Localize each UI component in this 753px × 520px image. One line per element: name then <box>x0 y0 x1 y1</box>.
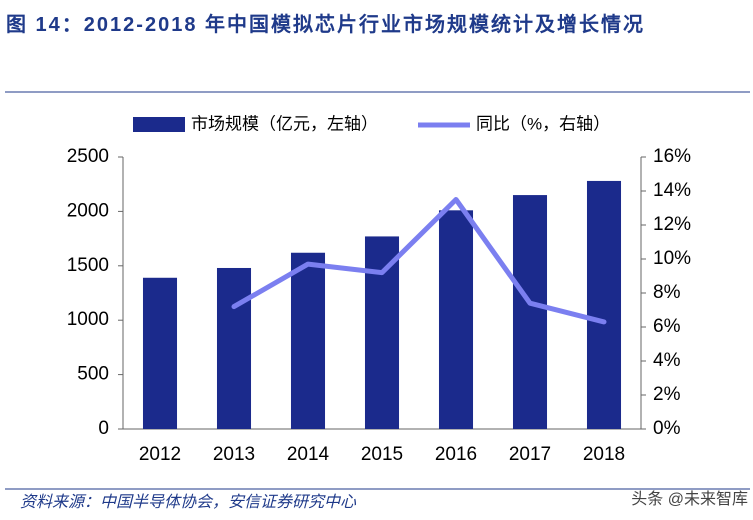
bar <box>142 277 178 429</box>
chart-title: 图 14：2012-2018 年中国模拟芯片行业市场规模统计及增长情况 <box>6 14 646 36</box>
legend-label: 市场规模（亿元，左轴） <box>191 114 378 133</box>
y-tick-label: 1000 <box>67 309 109 330</box>
watermark: 头条 @未来智库 <box>631 490 748 508</box>
y2-tick-label: 16% <box>653 146 691 167</box>
x-tick-label: 2014 <box>287 444 330 465</box>
x-tick-label: 2015 <box>361 444 403 465</box>
y2-tick-label: 4% <box>653 350 681 371</box>
y-tick-label: 2000 <box>67 200 109 221</box>
y-tick-label: 0 <box>98 418 109 439</box>
x-tick-label: 2012 <box>139 444 181 465</box>
source: 资料来源：中国半导体协会，安信证券研究中心 <box>20 493 357 511</box>
bar <box>364 236 400 429</box>
bar <box>512 195 548 429</box>
y2-tick-label: 14% <box>653 180 691 201</box>
y2-tick-label: 0% <box>653 418 681 439</box>
y2-tick-label: 12% <box>653 214 691 235</box>
x-tick-label: 2013 <box>213 444 255 465</box>
x-tick-label: 2018 <box>583 444 625 465</box>
y-tick-label: 2500 <box>67 146 109 167</box>
bar <box>438 210 474 429</box>
y-tick-label: 500 <box>77 364 109 385</box>
y2-tick-label: 10% <box>653 248 691 269</box>
bar <box>586 180 622 429</box>
bar <box>216 267 252 429</box>
legend-label: 同比（%，右轴） <box>476 114 610 133</box>
y2-tick-label: 6% <box>653 316 681 337</box>
legend-swatch <box>133 117 185 132</box>
x-tick-label: 2017 <box>509 444 551 465</box>
bar <box>290 252 326 429</box>
line <box>231 197 607 325</box>
y2-tick-label: 8% <box>653 282 681 303</box>
y2-tick-label: 2% <box>653 384 681 405</box>
y-tick-label: 1500 <box>67 255 109 276</box>
x-tick-label: 2016 <box>435 444 477 465</box>
